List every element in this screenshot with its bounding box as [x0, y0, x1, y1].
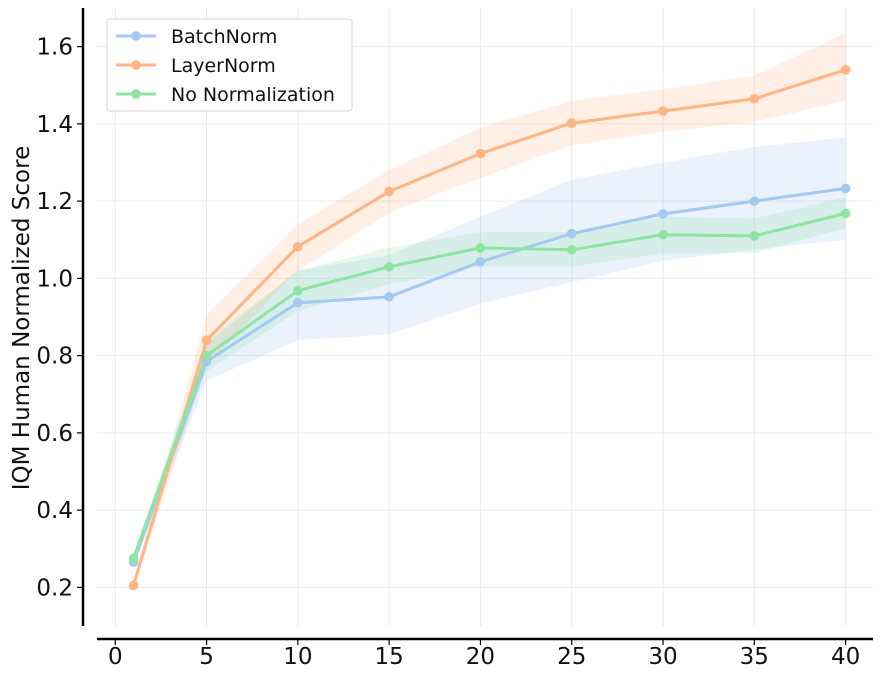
batchnorm-point	[293, 297, 303, 308]
y-axis-label: IQM Human Normalized Score	[9, 146, 35, 490]
layernorm-legend-marker	[131, 60, 141, 70]
series-points	[128, 65, 851, 591]
confidence-bands	[133, 33, 846, 590]
y-tick-label: 0.8	[36, 344, 73, 370]
batchnorm-point	[384, 292, 394, 302]
no-normalization-point	[384, 261, 394, 272]
batchnorm-point	[475, 256, 486, 267]
x-tick-label: 35	[740, 644, 769, 670]
layernorm-legend-label: LayerNorm	[171, 55, 276, 77]
layernorm-point	[658, 106, 668, 116]
y-tick-label: 0.4	[36, 498, 73, 524]
x-tick-label: 10	[283, 644, 312, 670]
x-ticks: 0 5 10 15 20 25 30 35 40	[108, 639, 860, 670]
x-tick-label: 20	[466, 644, 495, 670]
layernorm-point	[749, 93, 760, 104]
batchnorm-point	[658, 209, 668, 219]
batchnorm-point	[566, 228, 577, 239]
layernorm-band	[133, 33, 846, 590]
x-tick-label: 15	[375, 644, 404, 670]
x-tick-label: 30	[648, 644, 677, 670]
layernorm-point	[293, 241, 303, 252]
x-tick-label: 0	[108, 644, 123, 670]
legend: BatchNorm LayerNorm No Normalization	[106, 18, 353, 112]
x-tick-label: 5	[199, 644, 214, 670]
x-tick-label: 25	[557, 644, 586, 670]
no-normalization-point	[749, 231, 760, 241]
no-normalization-point	[658, 229, 668, 240]
layernorm-point	[566, 118, 577, 128]
x-tick-label: 40	[831, 644, 860, 670]
no-normalization-band	[133, 197, 846, 563]
layernorm-point	[201, 335, 212, 345]
no-normalization-point	[293, 285, 303, 296]
axes	[81, 8, 873, 641]
y-ticks: 0.2 0.4 0.6 0.8 1.0 1.2 1.4 1.6	[36, 35, 83, 601]
batchnorm-point	[840, 183, 851, 194]
y-tick-label: 1.4	[36, 112, 73, 138]
no-normalization-legend-label: No Normalization	[171, 84, 335, 106]
y-tick-label: 1.2	[36, 189, 73, 215]
no-normalization-point	[566, 244, 577, 255]
no-normalization-point	[840, 208, 851, 219]
y-tick-label: 0.2	[36, 575, 73, 601]
y-tick-label: 1.0	[36, 266, 73, 292]
batchnorm-band	[133, 137, 846, 567]
no-normalization-point	[475, 243, 486, 253]
legend-box	[106, 18, 353, 112]
batchnorm-legend-marker	[131, 31, 141, 41]
no-normalization-point	[201, 350, 212, 361]
no-normalization-legend-marker	[131, 89, 141, 99]
no-normalization-point	[128, 553, 139, 564]
layernorm-point	[128, 580, 139, 591]
layernorm-point	[384, 186, 394, 197]
layernorm-point	[475, 148, 486, 159]
y-tick-label: 1.6	[36, 35, 73, 61]
batchnorm-point	[749, 196, 760, 206]
layernorm-point	[840, 65, 851, 75]
grid	[97, 8, 873, 626]
batchnorm-legend-label: BatchNorm	[171, 26, 277, 48]
y-tick-label: 0.6	[36, 421, 73, 447]
